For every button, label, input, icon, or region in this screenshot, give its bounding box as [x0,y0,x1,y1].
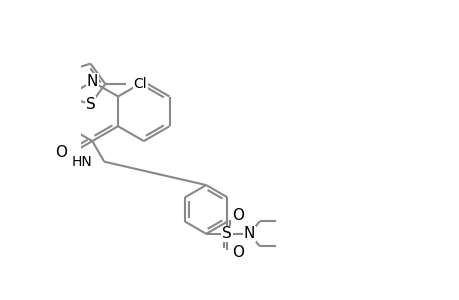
Text: S: S [85,97,95,112]
Text: N: N [243,226,254,241]
Text: N: N [86,74,98,89]
Text: HN: HN [72,155,92,169]
Text: Cl: Cl [133,77,147,91]
Text: O: O [55,145,67,160]
Text: S: S [222,226,231,241]
Text: O: O [232,208,244,223]
Text: O: O [232,245,244,260]
